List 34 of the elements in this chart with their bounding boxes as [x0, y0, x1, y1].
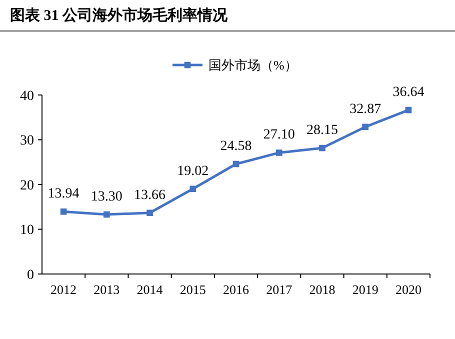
- point: [104, 211, 110, 218]
- data-label: 32.87: [350, 102, 382, 117]
- y-tick-label: 10: [20, 223, 34, 238]
- data-label: 27.10: [263, 128, 295, 143]
- x-tick-label: 2012: [50, 282, 77, 297]
- data-label: 19.02: [177, 164, 209, 179]
- x-tick-label: 2016: [223, 282, 250, 297]
- point: [190, 186, 196, 192]
- y-tick-label: 0: [27, 268, 34, 283]
- point: [146, 210, 153, 216]
- chart-title: 图表 31 公司海外市场毛利率情况: [10, 6, 228, 24]
- y-tick-label: 30: [20, 134, 34, 149]
- point: [232, 160, 240, 168]
- legend-label: 国外市场（%）: [208, 58, 298, 73]
- y-tick-label: 20: [20, 178, 34, 194]
- x-tick-label: 2018: [309, 282, 336, 297]
- x-tick-label: 2020: [395, 282, 422, 297]
- x-tick-label: 2017: [266, 282, 293, 297]
- x-tick-label: 2014: [136, 282, 164, 297]
- y-tick-label: 40: [20, 88, 34, 104]
- point: [276, 150, 282, 156]
- point: [362, 124, 368, 130]
- x-tick-label: 2013: [94, 282, 120, 297]
- point: [319, 144, 326, 152]
- data-label: 28.15: [306, 123, 338, 138]
- data-label: 24.58: [220, 139, 252, 154]
- data-label: 36.64: [392, 85, 424, 100]
- x-tick-label: 2015: [180, 282, 206, 297]
- point: [405, 106, 412, 114]
- point: [60, 208, 67, 215]
- data-label: 13.30: [90, 189, 122, 204]
- x-tick-label: 2019: [352, 282, 378, 297]
- data-label: 13.66: [134, 188, 166, 203]
- data-label: 13.94: [48, 186, 80, 202]
